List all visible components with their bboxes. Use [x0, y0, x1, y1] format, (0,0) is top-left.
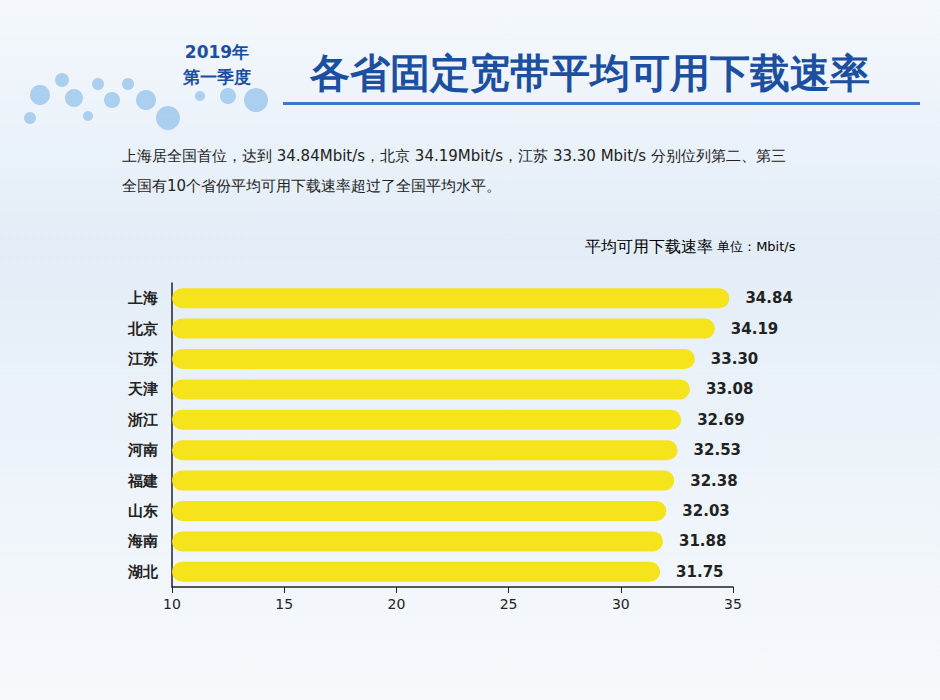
svg-text:各省固定宽带平均可用下载速率: 各省固定宽带平均可用下载速率 [309, 50, 870, 96]
svg-text:33.30: 33.30 [711, 350, 758, 368]
svg-text:30: 30 [612, 596, 630, 612]
svg-text:江苏: 江苏 [127, 350, 158, 368]
svg-text:河南: 河南 [127, 441, 158, 459]
svg-text:33.30 Mbit/s: 33.30 Mbit/s [553, 147, 646, 165]
svg-text:上海: 上海 [127, 289, 158, 307]
svg-text:25: 25 [500, 596, 518, 612]
svg-text:31.88: 31.88 [679, 532, 726, 550]
svg-text:全国有10个省份平均可用下载速率超过了全国平均水平。: 全国有10个省份平均可用下载速率超过了全国平均水平。 [122, 177, 501, 195]
svg-text:海南: 海南 [127, 532, 158, 550]
svg-text:31.75: 31.75 [676, 563, 723, 581]
svg-text:浙江: 浙江 [127, 411, 158, 429]
svg-text:福建: 福建 [127, 472, 158, 490]
svg-text:，江苏: ，江苏 [503, 147, 553, 165]
svg-text:平均可用下载速率: 平均可用下载速率 [585, 237, 713, 256]
svg-text:湖北: 湖北 [127, 563, 159, 581]
svg-text:32.53: 32.53 [694, 441, 741, 459]
svg-text:，北京: ，北京 [365, 147, 415, 165]
svg-text:第一季度: 第一季度 [182, 67, 251, 87]
svg-text:山东: 山东 [128, 502, 158, 520]
svg-text:35: 35 [724, 596, 742, 612]
svg-text:单位：Mbit/s: 单位：Mbit/s [713, 239, 796, 254]
svg-text:32.03: 32.03 [682, 502, 729, 520]
svg-text:北京: 北京 [127, 320, 158, 338]
svg-text:天津: 天津 [127, 380, 158, 398]
svg-text:32.38: 32.38 [690, 472, 737, 490]
svg-text:33.08: 33.08 [706, 380, 753, 398]
svg-text:20: 20 [387, 596, 405, 612]
svg-text:2019年: 2019年 [185, 42, 249, 62]
svg-text:10: 10 [163, 596, 181, 612]
svg-text:15: 15 [275, 596, 293, 612]
svg-text:34.84Mbit/s: 34.84Mbit/s [277, 147, 366, 165]
svg-text:上海居全国首位，达到: 上海居全国首位，达到 [122, 147, 277, 165]
svg-text:34.19Mbit/s: 34.19Mbit/s [415, 147, 504, 165]
svg-text:32.69: 32.69 [697, 411, 744, 429]
svg-text:34.19: 34.19 [731, 320, 778, 338]
svg-text:分别位列第二、第三: 分别位列第二、第三 [646, 147, 786, 165]
svg-text:34.84: 34.84 [745, 289, 792, 307]
